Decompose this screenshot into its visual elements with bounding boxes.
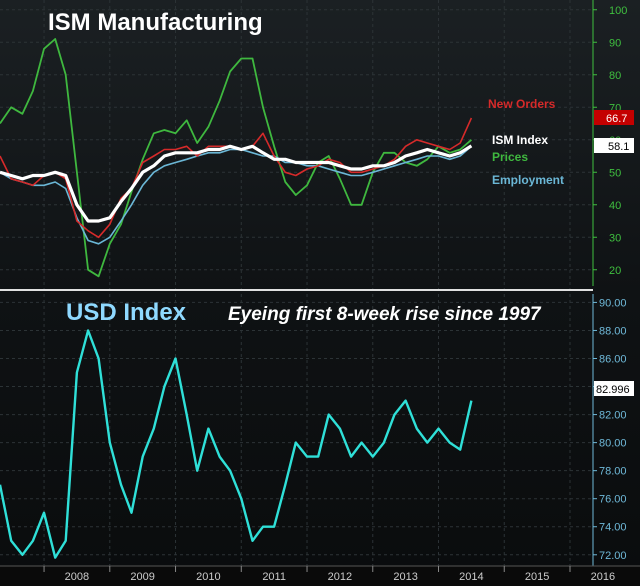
badge-usd-text: 82.996 — [596, 384, 630, 396]
badge-ism-index-text: 58.1 — [608, 141, 629, 153]
xaxis-bar — [0, 566, 640, 586]
ytick-bottom-label: 90.00 — [599, 297, 627, 309]
series-usd-index — [0, 329, 473, 559]
grid-lines — [0, 0, 593, 566]
ytick-bottom-label: 88.00 — [599, 325, 627, 337]
ytick-top-label: 90 — [609, 37, 621, 49]
series-new-orders — [0, 117, 473, 239]
xtick-label: 2014 — [459, 571, 483, 583]
usd-series-group — [0, 329, 473, 559]
ytick-top-label: 80 — [609, 70, 621, 82]
xtick-label: 2016 — [591, 571, 615, 583]
label-ism-index: ISM Index — [492, 133, 548, 147]
ytick-bottom-label: 72.00 — [599, 550, 627, 562]
series-ism-index — [0, 144, 473, 223]
ytick-bottom-label: 80.00 — [599, 438, 627, 450]
badge-new-orders: 66.7 — [594, 110, 634, 125]
series-prices — [0, 38, 472, 278]
ism-series-group — [0, 38, 473, 278]
xtick-label: 2009 — [130, 571, 154, 583]
badge-usd: 82.996 — [594, 381, 634, 396]
ytick-top-label: 30 — [609, 232, 621, 244]
xtick-label: 2012 — [328, 571, 352, 583]
xtick-label: 2013 — [393, 571, 417, 583]
ytick-bottom-label: 82.00 — [599, 410, 627, 422]
ytick-bottom-label: 86.00 — [599, 353, 627, 365]
ytick-top-label: 50 — [609, 167, 621, 179]
ytick-top-label: 20 — [609, 265, 621, 277]
ytick-bottom-label: 74.00 — [599, 522, 627, 534]
ism-title: ISM Manufacturing — [48, 9, 263, 36]
xtick-label: 2008 — [65, 571, 89, 583]
badge-ism-index: 58.1 — [594, 138, 634, 153]
badge-new-orders-text: 66.7 — [606, 113, 627, 125]
usd-annotation: Eyeing first 8-week rise since 1997 — [228, 304, 542, 325]
label-employment: Employment — [492, 173, 564, 187]
ytick-bottom-label: 78.00 — [599, 466, 627, 478]
xtick-label: 2011 — [262, 571, 286, 583]
label-prices: Prices — [492, 150, 528, 164]
xtick-label: 2015 — [525, 571, 549, 583]
ytick-top-label: 40 — [609, 200, 621, 212]
label-new-orders: New Orders — [488, 97, 556, 111]
xtick-label: 2010 — [196, 571, 220, 583]
usd-title: USD Index — [66, 299, 187, 326]
ytick-top-label: 100 — [609, 5, 627, 17]
ytick-bottom-label: 76.00 — [599, 494, 627, 506]
